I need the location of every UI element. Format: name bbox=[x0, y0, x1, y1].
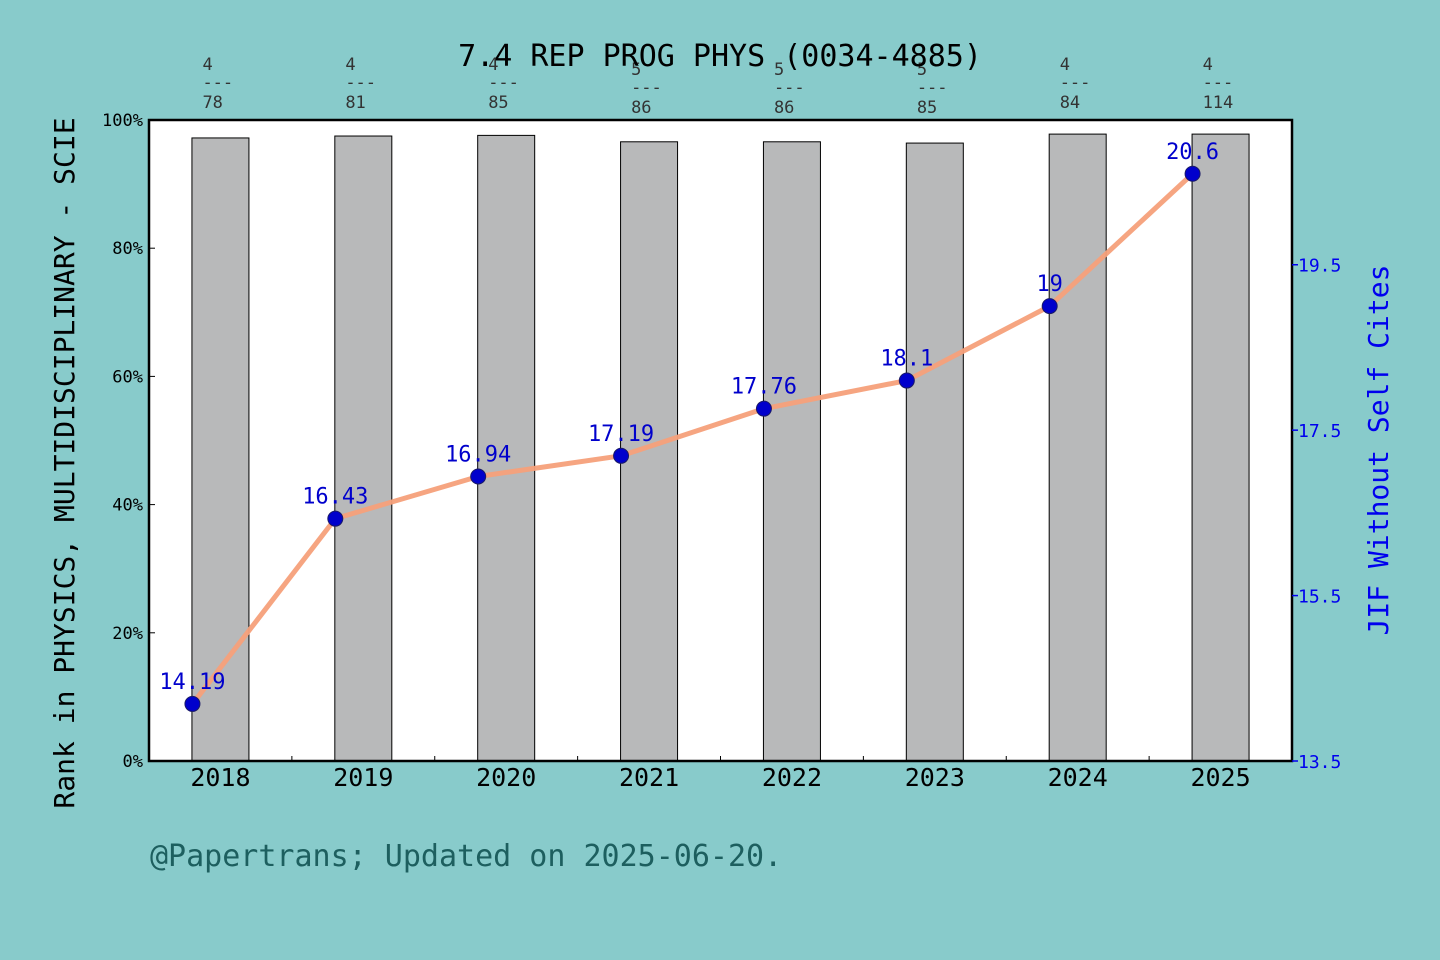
rank-separator: --- bbox=[917, 78, 948, 98]
x-tick-label-2020: 2020 bbox=[476, 763, 536, 792]
x-tick-label-2025: 2025 bbox=[1190, 763, 1250, 792]
chart-title: 7.4 REP PROG PHYS (0034-4885) bbox=[458, 39, 982, 74]
rank-position-2022: 5 bbox=[774, 60, 784, 80]
jif-series-line bbox=[189, 171, 1196, 707]
bar-2019 bbox=[334, 135, 393, 762]
jif-value-label-2020: 16.94 bbox=[445, 442, 511, 467]
jif-value-label-2019: 16.43 bbox=[302, 485, 368, 510]
rank-separator: --- bbox=[202, 73, 233, 93]
y-axis-right-label: JIF Without Self Cites bbox=[1362, 265, 1395, 636]
jif-value-label-2025: 20.6 bbox=[1166, 140, 1219, 165]
rank-position-2020: 4 bbox=[488, 55, 498, 75]
rank-total-2021: 86 bbox=[631, 98, 651, 118]
left-tick-label: 80% bbox=[112, 239, 143, 259]
bar-2020 bbox=[477, 134, 536, 762]
left-tick-label: 0% bbox=[123, 752, 143, 772]
right-tick-label: 15.5 bbox=[1298, 587, 1341, 608]
right-tick-label: 19.5 bbox=[1298, 256, 1341, 277]
rank-total-2018: 78 bbox=[202, 93, 222, 113]
bar-2018 bbox=[191, 137, 250, 762]
left-tick-label: 40% bbox=[112, 496, 143, 516]
left-tick-label: 100% bbox=[102, 111, 143, 131]
line-layer: 14.19 16.43 16.94 17.19 17.76 18.1 19 20.6 bbox=[159, 140, 1219, 712]
rank-position-2018: 4 bbox=[202, 55, 212, 75]
bar-2024 bbox=[1048, 133, 1107, 762]
rank-total-2024: 84 bbox=[1060, 93, 1080, 113]
bar-2025 bbox=[1191, 133, 1250, 762]
y-axis-left-label: Rank in PHYSICS, MULTIDISCIPLINARY - SCI… bbox=[48, 117, 81, 808]
x-tick-label-2022: 2022 bbox=[762, 763, 822, 792]
rank-position-2019: 4 bbox=[345, 55, 355, 75]
jif-point-2021 bbox=[613, 447, 630, 464]
rank-separator: --- bbox=[631, 78, 662, 98]
right-tick-label: 17.5 bbox=[1298, 421, 1341, 442]
rank-separator: --- bbox=[1060, 73, 1091, 93]
right-tick-label: 13.5 bbox=[1298, 752, 1341, 773]
x-tick-label-2021: 2021 bbox=[619, 763, 679, 792]
bar-2023 bbox=[905, 142, 964, 762]
jif-point-2020 bbox=[470, 468, 487, 485]
rank-separator: --- bbox=[774, 78, 805, 98]
left-tick-label: 20% bbox=[112, 624, 143, 644]
plot-area bbox=[149, 120, 1292, 761]
rank-separator: --- bbox=[488, 73, 519, 93]
rank-total-2020: 85 bbox=[488, 93, 508, 113]
jif-point-2024 bbox=[1041, 298, 1058, 315]
jif-value-label-2024: 19 bbox=[1036, 272, 1063, 297]
jif-point-2019 bbox=[327, 510, 344, 527]
jif-value-label-2023: 18.1 bbox=[880, 347, 933, 372]
jif-point-2023 bbox=[898, 372, 915, 389]
rank-position-2024: 4 bbox=[1060, 55, 1070, 75]
rank-position-2023: 5 bbox=[917, 60, 927, 80]
x-tick-label-2023: 2023 bbox=[905, 763, 965, 792]
axes-layer: 0% 20% 40% 60% 80% 100% 13.5 15.5 17.5 19.5 2018 20… bbox=[102, 111, 1341, 792]
jif-point-2022 bbox=[755, 400, 772, 417]
rank-total-2023: 85 bbox=[917, 98, 937, 118]
footer-text: @Papertrans; Updated on 2025-06-20. bbox=[150, 839, 782, 874]
bar-2022 bbox=[762, 141, 821, 762]
rank-separator: --- bbox=[1203, 73, 1234, 93]
rank-position-2025: 4 bbox=[1203, 55, 1213, 75]
jif-value-label-2018: 14.19 bbox=[159, 670, 225, 695]
rank-total-2022: 86 bbox=[774, 98, 794, 118]
jif-point-2025 bbox=[1184, 165, 1201, 182]
jif-point-2018 bbox=[184, 695, 201, 712]
rank-total-2025: 114 bbox=[1203, 93, 1234, 113]
rank-total-2019: 81 bbox=[345, 93, 365, 113]
x-tick-label-2019: 2019 bbox=[333, 763, 393, 792]
rank-separator: --- bbox=[345, 73, 376, 93]
x-tick-label-2024: 2024 bbox=[1048, 763, 1108, 792]
jif-value-label-2021: 17.19 bbox=[588, 422, 654, 447]
jif-value-label-2022: 17.76 bbox=[731, 375, 797, 400]
rank-labels-layer: 4---784---814---855---865---865---854---… bbox=[202, 55, 1233, 118]
left-tick-label: 60% bbox=[112, 367, 143, 387]
x-tick-label-2018: 2018 bbox=[190, 763, 250, 792]
rank-position-2021: 5 bbox=[631, 60, 641, 80]
